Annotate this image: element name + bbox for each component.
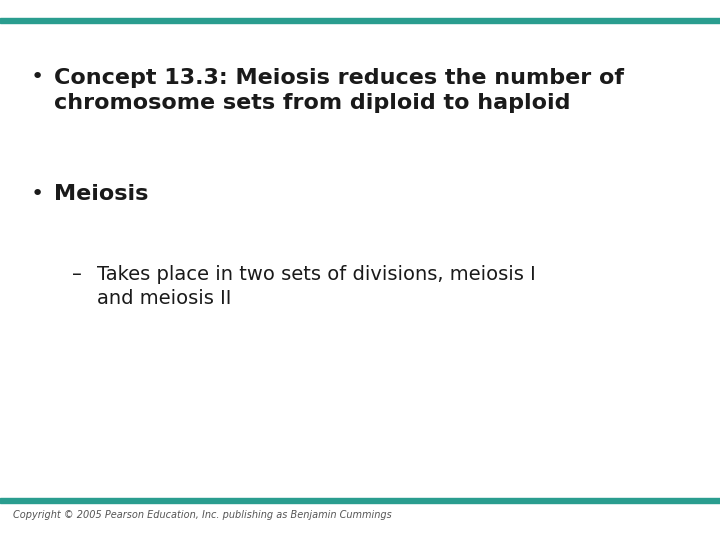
- Text: Concept 13.3: Meiosis reduces the number of
chromosome sets from diploid to hapl: Concept 13.3: Meiosis reduces the number…: [54, 68, 624, 113]
- Text: Takes place in two sets of divisions, meiosis I
and meiosis II: Takes place in two sets of divisions, me…: [97, 265, 536, 308]
- Bar: [0, 498, 720, 503]
- Text: •: •: [30, 184, 43, 204]
- Text: Copyright © 2005 Pearson Education, Inc. publishing as Benjamin Cummings: Copyright © 2005 Pearson Education, Inc.…: [13, 510, 392, 521]
- Text: –: –: [72, 265, 82, 284]
- Bar: [0, 18, 720, 23]
- Text: Meiosis: Meiosis: [54, 184, 148, 204]
- Text: •: •: [30, 68, 43, 87]
